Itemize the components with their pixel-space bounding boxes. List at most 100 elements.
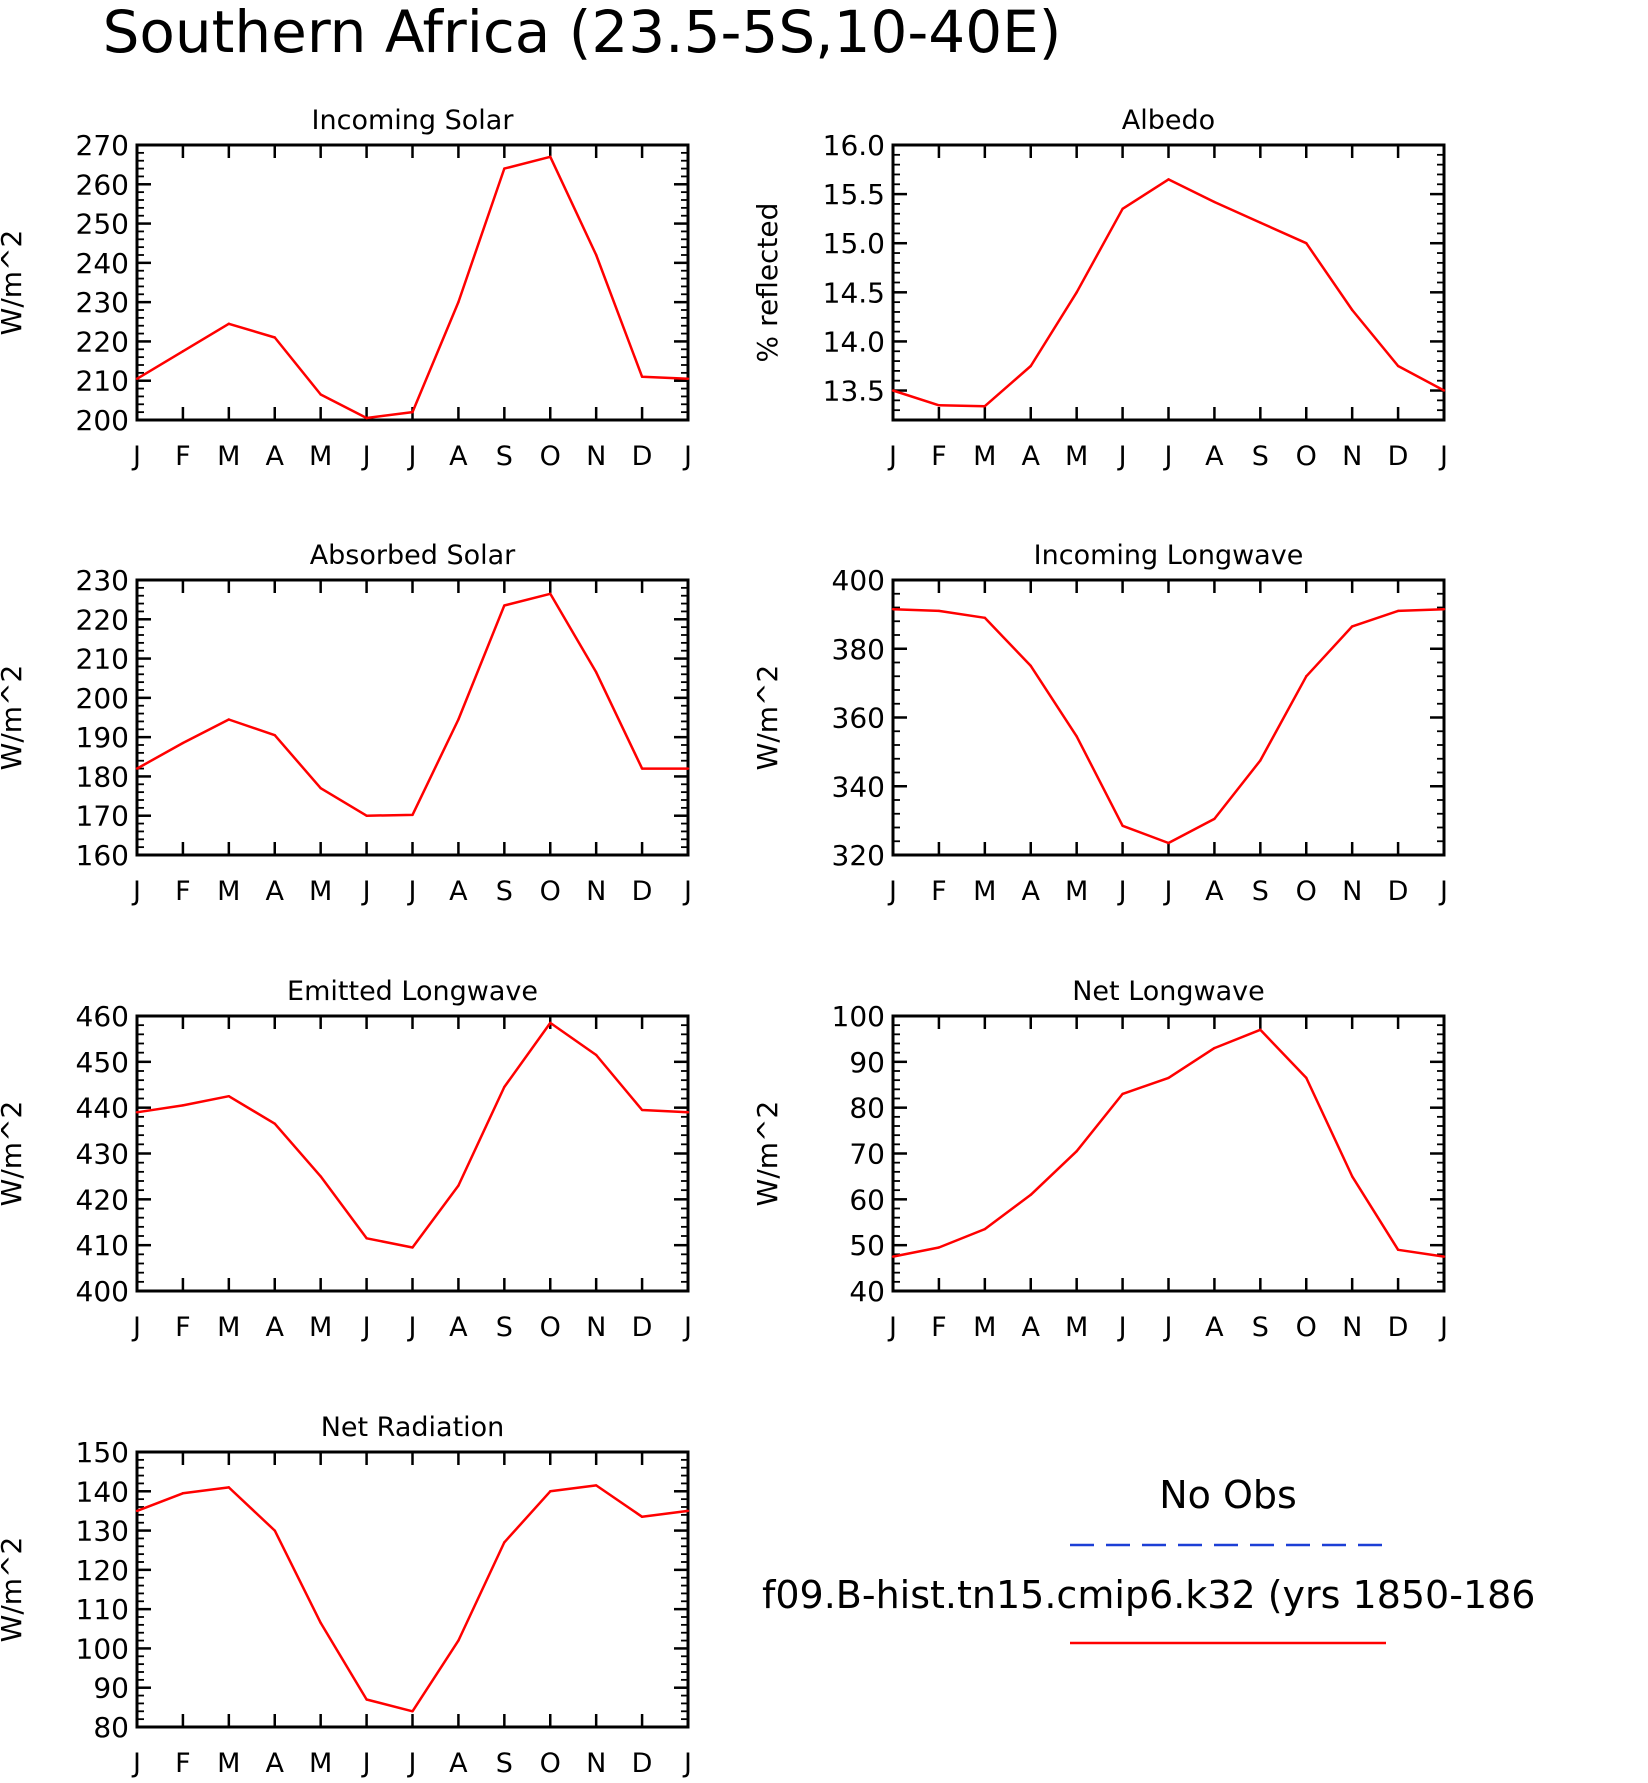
data-point [273,336,276,339]
data-point [1442,608,1446,611]
x-tick-label: J [1438,876,1448,907]
data-point [503,604,506,607]
data-point [135,1509,139,1513]
x-tick-label: J [1117,1312,1127,1343]
y-tick-label: 380 [832,633,885,666]
x-tick-label: J [887,876,897,907]
x-tick-label: O [540,1312,561,1343]
x-tick-label: S [496,1748,513,1779]
y-tick-label: 270 [76,129,129,162]
chart-title: Absorbed Solar [310,540,516,571]
y-tick-label: 200 [76,404,129,437]
y-tick-label: 410 [76,1229,129,1262]
x-tick-label: J [131,876,141,907]
y-tick-label: 420 [76,1183,129,1216]
x-tick-label: J [1438,441,1448,472]
data-point [640,767,644,770]
y-tick-label: 440 [76,1092,129,1125]
y-tick-label: 15.0 [823,227,885,260]
y-tick-label: 160 [76,839,129,872]
data-point [503,1085,506,1089]
x-tick-label: J [407,1748,417,1779]
x-tick-label: A [1022,1312,1041,1343]
y-tick-label: 16.0 [823,129,885,162]
x-tick-label: O [1296,441,1317,472]
y-tick-label: 210 [76,643,129,676]
data-point [686,767,690,770]
y-tick-label: 170 [76,800,129,833]
y-tick-label: 120 [76,1554,129,1587]
data-point [640,1515,644,1519]
data-point [1259,759,1262,762]
x-tick-label: M [1065,441,1088,472]
x-tick-label: O [540,441,561,472]
x-tick-label: J [1163,876,1173,907]
data-point [1213,200,1216,204]
data-point [1396,1248,1400,1251]
x-tick-label: J [682,1748,692,1779]
y-tick-label: 230 [76,564,129,597]
data-point [1167,178,1170,181]
data-point [686,1509,690,1513]
x-tick-label: M [217,441,240,472]
data-point [457,718,460,721]
data-point [135,377,139,380]
data-point [411,1710,414,1713]
x-tick-label: A [449,441,468,472]
chart-title: Net Longwave [1072,976,1265,1007]
y-tick-label: 140 [76,1475,129,1508]
x-tick-label: N [586,1312,606,1343]
data-point [891,608,895,611]
x-tick-label: D [632,1312,653,1343]
chart-title: Incoming Solar [312,105,515,136]
series-line [892,178,1445,408]
y-tick-label: 450 [76,1046,129,1079]
legend: No Obs f09.B-hist.tn15.cmip6.k32 (yrs 18… [762,1473,1535,1645]
y-tick-label: 190 [76,721,129,754]
y-axis-label: W/m^2 [0,1537,28,1643]
data-point [937,609,941,613]
x-tick-label: F [175,1748,191,1779]
figure-title: Southern Africa (23.5-5S,10-40E) [103,0,1062,66]
y-tick-label: 100 [76,1632,129,1665]
series-line [136,1021,689,1249]
chart-title: Net Radiation [321,1412,505,1443]
data-point [594,671,598,674]
data-point [227,1486,231,1489]
x-tick-label: O [540,1748,561,1779]
x-tick-label: A [1022,876,1041,907]
x-tick-label: A [449,876,468,907]
data-point [365,814,368,817]
y-tick-label: 60 [849,1183,885,1216]
x-tick-label: A [1022,441,1041,472]
y-tick-label: 180 [76,760,129,793]
x-tick-label: A [449,1748,468,1779]
x-tick-label: F [931,876,947,907]
chart-title: Emitted Longwave [287,976,538,1007]
series-line [892,607,1445,845]
data-point [1167,1076,1170,1080]
data-point [937,1246,941,1249]
x-tick-label: D [1388,1312,1409,1343]
data-point [319,1621,322,1625]
chart-title: Incoming Longwave [1034,540,1304,571]
y-tick-label: 100 [832,1000,885,1033]
x-tick-label: M [217,876,240,907]
x-tick-label: J [407,441,417,472]
data-point [273,733,276,737]
x-tick-label: S [496,441,513,472]
x-tick-label: M [217,1748,240,1779]
data-point [1442,389,1446,392]
data-point [640,1108,644,1112]
data-point [1350,308,1354,312]
data-point [181,350,185,353]
data-point [937,404,941,407]
x-tick-label: M [217,1312,240,1343]
y-tick-label: 150 [76,1436,129,1469]
y-tick-label: 80 [849,1092,885,1125]
